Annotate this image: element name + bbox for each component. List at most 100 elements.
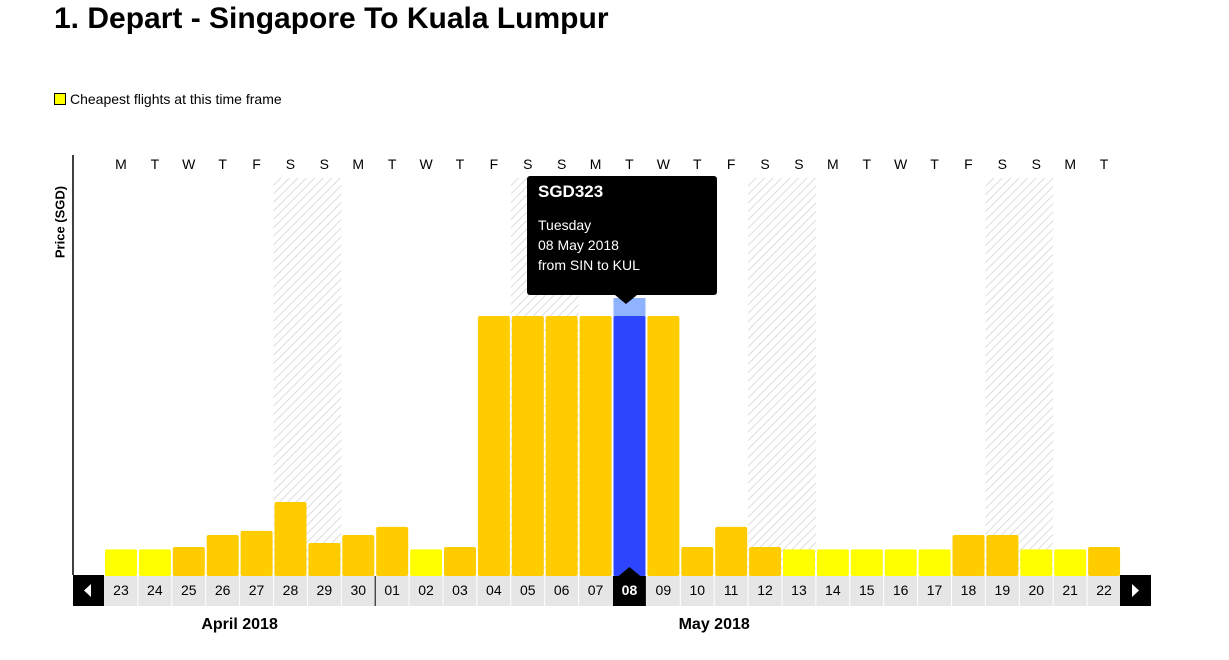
date-label-02[interactable]: 02 <box>418 582 434 598</box>
selected-pointer <box>617 567 642 577</box>
weekday-label: S <box>998 156 1007 172</box>
price-bar-08[interactable] <box>613 316 646 576</box>
date-label-19[interactable]: 19 <box>995 582 1011 598</box>
weekday-label: M <box>590 156 602 172</box>
date-label-12[interactable]: 12 <box>757 582 773 598</box>
weekday-label: T <box>1100 156 1109 172</box>
date-label-22[interactable]: 22 <box>1096 582 1112 598</box>
weekday-label: F <box>964 156 973 172</box>
date-label-30[interactable]: 30 <box>350 582 366 598</box>
weekday-label: T <box>693 156 702 172</box>
price-bar-04[interactable] <box>477 316 510 576</box>
weekday-label: S <box>320 156 329 172</box>
date-label-13[interactable]: 13 <box>791 582 807 598</box>
previous-dates-button[interactable] <box>73 575 104 606</box>
price-bar-30[interactable] <box>342 534 375 576</box>
date-label-21[interactable]: 21 <box>1062 582 1078 598</box>
price-bar-10[interactable] <box>681 547 714 576</box>
date-label-05[interactable]: 05 <box>520 582 536 598</box>
price-bar-13[interactable] <box>783 549 815 576</box>
price-bar-29[interactable] <box>308 542 341 576</box>
date-label-07[interactable]: 07 <box>588 582 604 598</box>
weekday-label: F <box>727 156 736 172</box>
weekday-label: T <box>930 156 939 172</box>
date-label-08[interactable]: 08 <box>622 582 638 598</box>
price-bar-12[interactable] <box>749 547 782 576</box>
price-bar-15[interactable] <box>850 549 883 576</box>
weekday-label: M <box>115 156 127 172</box>
legend-swatch <box>54 93 66 105</box>
date-label-23[interactable]: 23 <box>113 582 129 598</box>
price-bar-28[interactable] <box>274 501 307 576</box>
date-label-03[interactable]: 03 <box>452 582 468 598</box>
weekday-label: S <box>286 156 295 172</box>
price-bar-23[interactable] <box>105 549 137 576</box>
price-bar-09[interactable] <box>647 316 680 576</box>
weekday-label: W <box>182 156 196 172</box>
weekday-label: S <box>523 156 532 172</box>
date-label-18[interactable]: 18 <box>961 582 977 598</box>
price-bar-16[interactable] <box>884 549 917 576</box>
price-bar-27[interactable] <box>240 530 273 576</box>
weekday-label: S <box>1032 156 1041 172</box>
arrow-right-icon <box>1132 584 1139 597</box>
selected-date-cell <box>613 576 647 606</box>
date-label-04[interactable]: 04 <box>486 582 502 598</box>
next-dates-button[interactable] <box>1120 575 1151 606</box>
weekday-label: S <box>557 156 566 172</box>
weekday-label: T <box>151 156 160 172</box>
price-bar-25[interactable] <box>172 547 205 576</box>
weekday-label: S <box>794 156 803 172</box>
legend-label: Cheapest flights at this time frame <box>70 91 282 107</box>
weekday-label: M <box>352 156 364 172</box>
price-bar-02[interactable] <box>410 549 443 576</box>
date-label-20[interactable]: 20 <box>1028 582 1044 598</box>
date-label-09[interactable]: 09 <box>656 582 672 598</box>
weekend-band <box>782 178 816 576</box>
tooltip-day: Tuesday <box>538 217 592 233</box>
weekday-label: T <box>862 156 871 172</box>
date-label-17[interactable]: 17 <box>927 582 943 598</box>
legend: Cheapest flights at this time frame <box>54 91 282 107</box>
price-bar-19[interactable] <box>986 534 1019 576</box>
price-bar-11[interactable] <box>715 526 748 576</box>
date-label-28[interactable]: 28 <box>283 582 299 598</box>
date-label-26[interactable]: 26 <box>215 582 231 598</box>
date-label-10[interactable]: 10 <box>689 582 705 598</box>
date-label-01[interactable]: 01 <box>384 582 400 598</box>
date-label-15[interactable]: 15 <box>859 582 875 598</box>
weekday-label: T <box>218 156 227 172</box>
weekday-label: W <box>419 156 433 172</box>
price-bar-06[interactable] <box>545 316 578 576</box>
date-label-11[interactable]: 11 <box>724 582 739 598</box>
date-label-16[interactable]: 16 <box>893 582 909 598</box>
date-label-27[interactable]: 27 <box>249 582 265 598</box>
price-tooltip: SGD323 Tuesday 08 May 2018 from SIN to K… <box>527 176 717 304</box>
price-bar-21[interactable] <box>1054 549 1087 576</box>
weekday-label: T <box>388 156 397 172</box>
price-bar-24[interactable] <box>138 549 171 576</box>
date-label-29[interactable]: 29 <box>317 582 333 598</box>
price-bar-22[interactable] <box>1088 547 1121 576</box>
weekday-label: F <box>490 156 499 172</box>
tooltip-route: from SIN to KUL <box>538 257 640 273</box>
price-bar-17[interactable] <box>918 549 951 576</box>
price-bar-14[interactable] <box>816 549 849 576</box>
price-bar-26[interactable] <box>206 534 239 576</box>
weekday-label: T <box>456 156 465 172</box>
price-bar-05[interactable] <box>511 316 544 576</box>
page-title: 1. Depart - Singapore To Kuala Lumpur <box>54 2 609 35</box>
date-label-14[interactable]: 14 <box>825 582 841 598</box>
price-bar-01[interactable] <box>376 526 409 576</box>
price-bar-18[interactable] <box>952 534 985 576</box>
weekend-band <box>748 178 782 576</box>
date-label-06[interactable]: 06 <box>554 582 570 598</box>
weekday-label: M <box>1064 156 1076 172</box>
date-label-25[interactable]: 25 <box>181 582 197 598</box>
date-label-24[interactable]: 24 <box>147 582 163 598</box>
price-bar-07[interactable] <box>579 316 612 576</box>
weekend-band <box>1019 178 1054 576</box>
price-bar-20[interactable] <box>1020 549 1053 576</box>
price-bar-03[interactable] <box>444 547 476 576</box>
